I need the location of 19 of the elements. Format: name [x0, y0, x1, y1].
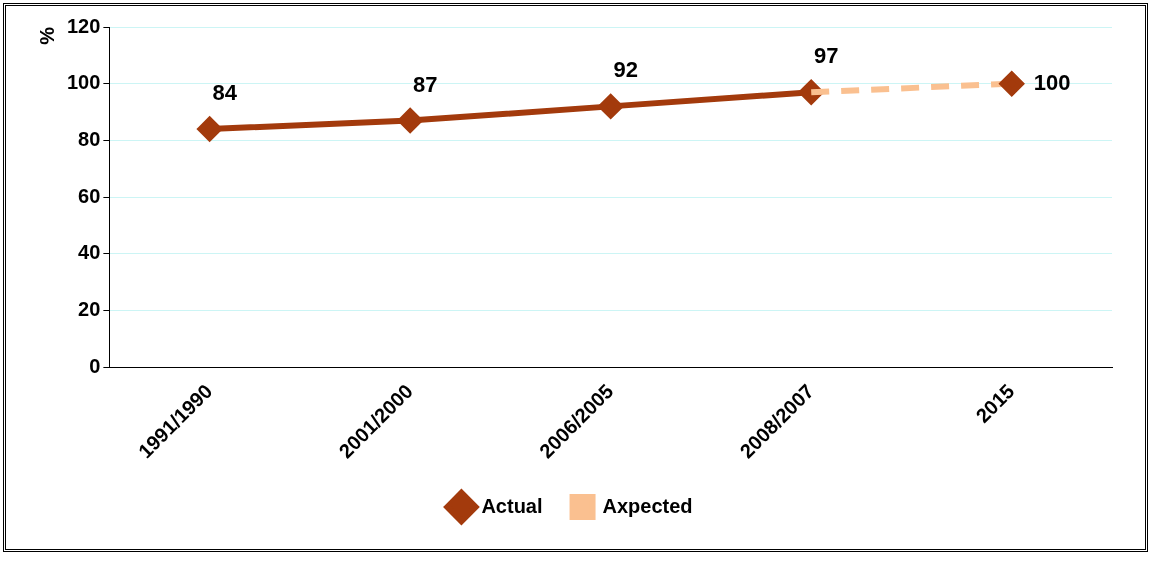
data-label: 87 — [412, 71, 438, 97]
y-tick-label: 20 — [78, 298, 101, 320]
y-tick-label: 80 — [78, 127, 101, 150]
point — [999, 71, 1024, 96]
legend-label: Axpected — [602, 494, 693, 517]
y-tick-label: 120 — [66, 14, 101, 37]
y-axis-title: % — [35, 26, 58, 45]
y-tick-label: 40 — [78, 241, 101, 264]
y-tick-label: 0 — [89, 354, 101, 377]
legend-label: Actual — [481, 494, 543, 517]
point — [197, 117, 222, 142]
data-label: 100 — [1033, 69, 1071, 95]
point — [398, 108, 423, 133]
y-tick-label: 60 — [78, 184, 101, 207]
data-label: 97 — [813, 43, 839, 69]
data-label: 84 — [212, 80, 238, 106]
point — [598, 94, 623, 119]
y-tick-label: 100 — [66, 71, 101, 94]
data-label: 92 — [613, 57, 638, 83]
